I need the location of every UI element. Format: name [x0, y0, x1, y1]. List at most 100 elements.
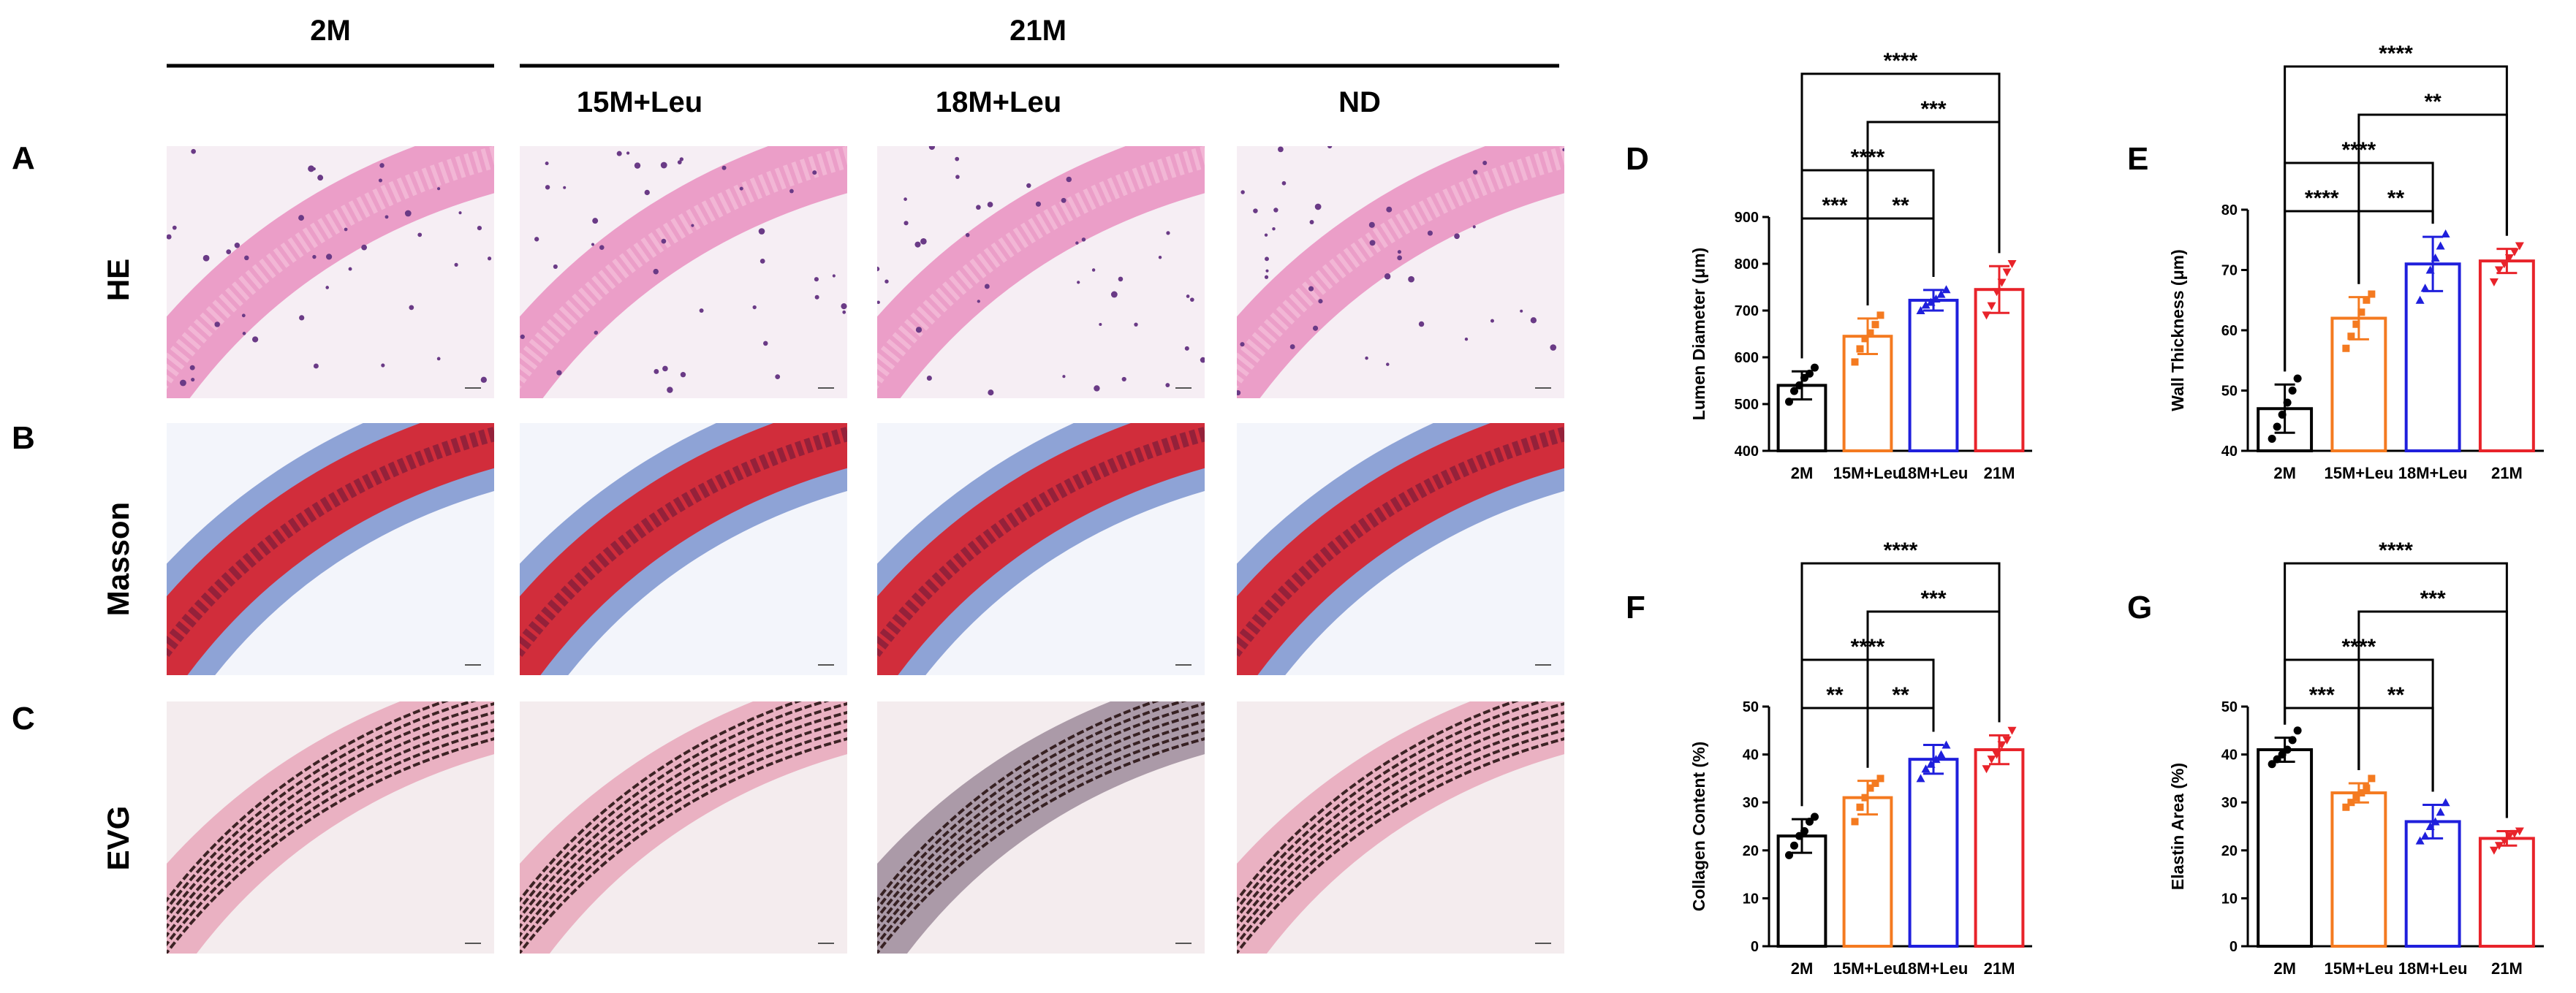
nucleus	[1397, 250, 1401, 254]
data-point	[2278, 411, 2287, 419]
y-tick-label: 30	[1743, 795, 1759, 811]
bar-21m	[2478, 259, 2535, 452]
data-point	[2368, 290, 2376, 298]
row-letter-b: B	[12, 420, 35, 456]
elastic-fiber	[520, 701, 830, 912]
y-tick-label: 10	[1743, 891, 1759, 907]
chart-panel-e: E 40 50 60 70 80 Wall Thickness (μm) 2M 15M+Leu 1…	[2127, 42, 2544, 482]
data-point	[2489, 846, 2499, 855]
nucleus	[326, 254, 333, 260]
data-point	[2368, 775, 2376, 783]
panel-letter: D	[1626, 141, 1649, 177]
micrograph-he-nd	[1237, 146, 1564, 398]
nucleus	[1158, 256, 1162, 259]
nucleus	[763, 340, 768, 346]
bar-15m-leu	[1842, 796, 1893, 948]
nucleus	[191, 377, 195, 382]
elastic-fiber	[167, 701, 477, 912]
significance-bracket	[2284, 65, 2508, 372]
elastic-fiber	[167, 702, 494, 921]
nucleus	[955, 156, 960, 161]
data-point	[1987, 302, 1996, 311]
nucleus	[1264, 233, 1268, 237]
nucleus	[1200, 357, 1205, 363]
elastic-fiber	[520, 702, 847, 921]
data-point	[1795, 832, 1803, 840]
data-point	[1926, 297, 1936, 306]
elastic-fiber	[877, 720, 1205, 938]
y-tick-label: 900	[1735, 210, 1759, 226]
nucleus	[241, 313, 246, 318]
x-tick-label: 2M	[1791, 464, 1814, 482]
elastic-fiber	[520, 720, 847, 938]
nucleus	[1289, 344, 1295, 350]
data-point	[2352, 320, 2360, 328]
data-point	[1982, 311, 1991, 320]
nucleus	[1490, 319, 1494, 323]
elastic-fiber	[167, 701, 450, 903]
elastic-fiber	[877, 711, 1205, 929]
data-point	[2347, 799, 2355, 807]
bar-18m-leu	[2404, 820, 2461, 948]
x-tick-label: 15M+Leu	[1833, 464, 1903, 482]
nucleus	[1184, 346, 1189, 351]
nucleus	[1273, 208, 1278, 213]
elastic-lamina	[877, 426, 1205, 661]
nucleus	[904, 197, 907, 201]
nucleus	[1240, 342, 1245, 347]
nucleus	[599, 245, 605, 250]
y-tick-label: 800	[1735, 256, 1759, 273]
significance-label: ***	[1822, 194, 1847, 218]
x-tick-label: 2M	[1791, 959, 1814, 978]
nucleus	[1240, 190, 1245, 194]
y-tick-label: 40	[2221, 444, 2238, 460]
nucleus	[904, 221, 909, 226]
header-15m-leu: 15M+Leu	[577, 86, 702, 118]
nucleus	[534, 237, 539, 242]
data-point	[2425, 265, 2435, 274]
nucleus	[1562, 148, 1564, 151]
nucleus	[1408, 275, 1414, 283]
data-point	[1856, 803, 1864, 811]
nucleus	[308, 165, 315, 172]
elastic-fiber	[877, 701, 1187, 912]
row-stain-he: HE	[101, 259, 135, 301]
x-tick-label: 2M	[2273, 464, 2296, 482]
nucleus	[626, 151, 630, 155]
data-point	[1800, 827, 1808, 836]
significance-bracket	[1866, 217, 1935, 305]
x-tick-label: 2M	[2273, 959, 2296, 978]
nucleus	[1062, 375, 1066, 378]
nucleus	[812, 170, 817, 175]
nucleus	[1134, 322, 1138, 327]
data-point	[2268, 435, 2276, 443]
nucleus	[298, 215, 305, 221]
data-point	[2278, 750, 2287, 759]
data-point	[1876, 311, 1884, 319]
y-axis-label: Lumen Diameter (μm)	[1689, 248, 1708, 420]
data-point	[2515, 242, 2524, 251]
nucleus	[361, 244, 368, 251]
nucleus	[677, 160, 682, 165]
nucleus	[661, 238, 667, 244]
nucleus	[955, 175, 960, 179]
y-tick-label: 50	[2221, 384, 2238, 400]
data-point	[2504, 254, 2514, 262]
data-point	[2494, 266, 2504, 275]
data-point	[2273, 422, 2281, 431]
data-point	[1871, 779, 1879, 787]
data-point	[2489, 278, 2499, 286]
nucleus	[1520, 309, 1523, 313]
bar-21m	[1974, 748, 2025, 948]
nucleus	[920, 238, 927, 245]
y-tick-label: 0	[2230, 939, 2238, 955]
y-tick-label: 700	[1735, 303, 1759, 319]
x-tick-label: 21M	[1984, 464, 2015, 482]
nucleus	[404, 210, 412, 217]
nucleus	[1309, 220, 1314, 224]
nucleus	[1099, 322, 1102, 327]
nucleus	[977, 300, 980, 303]
data-point	[1861, 335, 1869, 343]
data-point	[2425, 822, 2435, 830]
